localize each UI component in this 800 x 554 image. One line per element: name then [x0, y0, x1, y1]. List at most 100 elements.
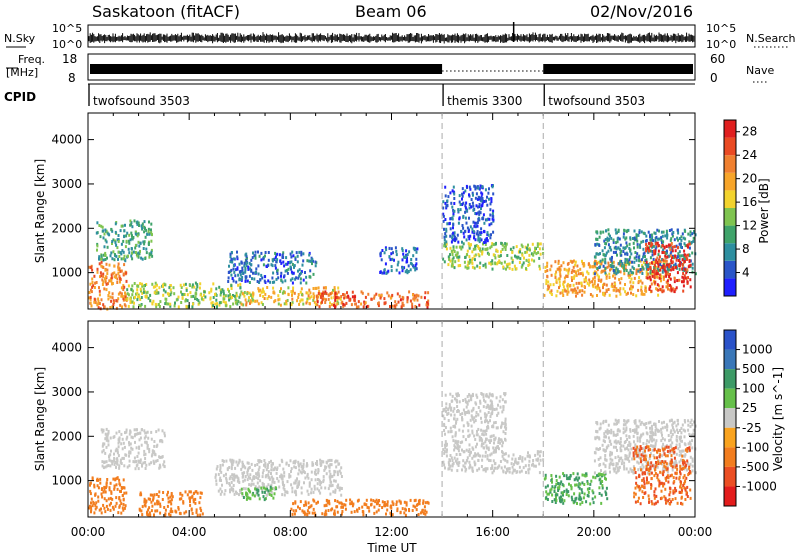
backscatter-cell [124, 291, 126, 295]
backscatter-cell [224, 489, 227, 493]
backscatter-cell [90, 501, 92, 505]
backscatter-cell [112, 507, 115, 511]
backscatter-cell [306, 299, 309, 303]
backscatter-cell [235, 291, 238, 295]
backscatter-cell [480, 231, 483, 235]
backscatter-cell [241, 271, 244, 275]
backscatter-cell [619, 281, 622, 285]
backscatter-cell [472, 247, 475, 251]
backscatter-cell [225, 476, 228, 480]
backscatter-cell [111, 462, 114, 466]
backscatter-cell [308, 296, 311, 300]
backscatter-cell [645, 249, 648, 253]
backscatter-cell [375, 292, 378, 296]
backscatter-cell [450, 406, 453, 410]
backscatter-cell [554, 273, 557, 277]
backscatter-cell [110, 228, 113, 232]
backscatter-cell [486, 231, 489, 235]
backscatter-cell [115, 447, 118, 451]
backscatter-cell [276, 477, 279, 480]
backscatter-cell [192, 302, 194, 306]
backscatter-cell [471, 417, 474, 421]
backscatter-cell [228, 264, 230, 268]
backscatter-cell [645, 258, 648, 262]
backscatter-cell [102, 229, 105, 233]
backscatter-cell [461, 197, 463, 201]
backscatter-cell [681, 232, 684, 236]
backscatter-cell [641, 463, 644, 467]
backscatter-cell [649, 265, 652, 269]
backscatter-cell [472, 454, 475, 458]
backscatter-cell [189, 498, 191, 502]
backscatter-cell [367, 292, 370, 296]
backscatter-cell [442, 214, 445, 218]
backscatter-cell [342, 293, 345, 296]
backscatter-cell [636, 252, 639, 256]
backscatter-cell [288, 473, 291, 477]
backscatter-cell [517, 255, 520, 259]
backscatter-cell [471, 265, 474, 269]
backscatter-cell [642, 239, 645, 243]
backscatter-cell [351, 290, 354, 294]
backscatter-cell [215, 298, 218, 302]
backscatter-cell [423, 505, 426, 509]
backscatter-cell [524, 250, 527, 254]
backscatter-cell [609, 245, 612, 249]
backscatter-cell [248, 296, 250, 300]
backscatter-cell [656, 228, 659, 232]
backscatter-cell [298, 250, 301, 254]
backscatter-cell [560, 495, 562, 499]
backscatter-cell [470, 205, 473, 209]
backscatter-cell [608, 430, 610, 433]
backscatter-cell [661, 251, 664, 254]
backscatter-cell [136, 455, 139, 458]
backscatter-cell [489, 404, 492, 408]
backscatter-cell [479, 196, 482, 200]
backscatter-cell [366, 505, 369, 509]
backscatter-cell [272, 290, 275, 294]
backscatter-cell [158, 286, 161, 290]
backscatter-cell [444, 393, 447, 397]
backscatter-cell [120, 462, 123, 465]
backscatter-cell [569, 474, 572, 478]
backscatter-cell [597, 277, 600, 281]
backscatter-cell [629, 429, 632, 433]
backscatter-cell [118, 274, 121, 278]
backscatter-cell [615, 289, 618, 293]
backscatter-cell [614, 418, 617, 422]
backscatter-cell [605, 493, 608, 497]
backscatter-cell [285, 299, 288, 303]
backscatter-cell [465, 201, 468, 205]
backscatter-cell [243, 261, 246, 265]
backscatter-cell [395, 500, 398, 504]
backscatter-cell [295, 493, 298, 497]
backscatter-cell [448, 403, 451, 407]
backscatter-cell [628, 242, 631, 246]
backscatter-cell [479, 211, 482, 215]
backscatter-cell [451, 435, 454, 439]
backscatter-cell [614, 269, 617, 273]
backscatter-cell [119, 303, 122, 307]
backscatter-cell [691, 469, 694, 473]
backscatter-cell [667, 287, 669, 291]
backscatter-cell [601, 486, 604, 490]
backscatter-cell [506, 460, 509, 464]
backscatter-cell [602, 421, 605, 425]
backscatter-cell [241, 275, 244, 279]
backscatter-cell [288, 475, 291, 479]
backscatter-cell [672, 421, 675, 425]
backscatter-cell [564, 289, 567, 293]
backscatter-cell [304, 502, 307, 506]
backscatter-cell [159, 465, 162, 469]
backscatter-cell [491, 471, 494, 475]
backscatter-cell [474, 247, 477, 251]
backscatter-cell [261, 490, 264, 494]
backscatter-cell [571, 279, 573, 282]
backscatter-cell [201, 512, 204, 516]
backscatter-cell [664, 269, 667, 273]
backscatter-cell [329, 301, 331, 305]
backscatter-cell [647, 246, 650, 250]
backscatter-cell [92, 284, 95, 288]
backscatter-cell [122, 478, 125, 482]
backscatter-cell [507, 262, 510, 266]
